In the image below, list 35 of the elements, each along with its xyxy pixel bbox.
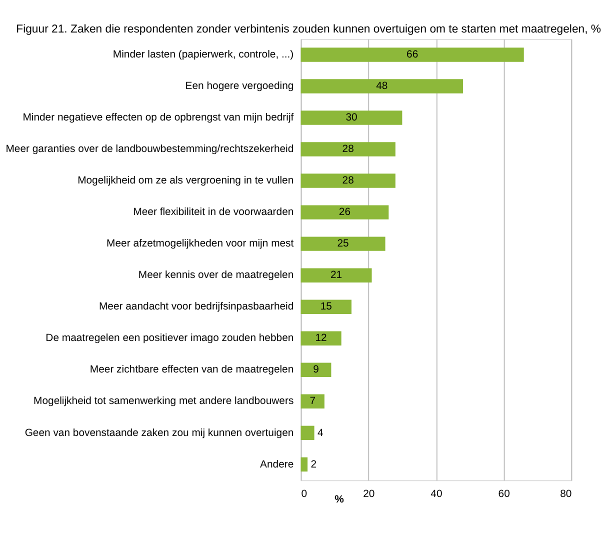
x-tick-label: 0 xyxy=(301,488,308,500)
data-label: 25 xyxy=(337,238,350,250)
x-axis-title: % xyxy=(334,494,344,506)
data-label: 12 xyxy=(315,333,328,344)
y-tick-label: Mogelijkheid tot samenwerking met andere landbouwers xyxy=(34,396,294,408)
data-label: 4 xyxy=(318,428,324,439)
y-tick-label: Meer afzetmogelijkheden voor mijn mest xyxy=(106,238,294,250)
data-label: 26 xyxy=(338,207,351,218)
y-tick-label: Andere xyxy=(260,459,294,470)
y-tick-label: Meer zichtbare effecten van de maatregelen xyxy=(90,364,294,376)
data-label: 28 xyxy=(342,176,354,187)
y-tick-label: Geen van bovenstaande zaken zou mij kunnen overtuigen xyxy=(24,428,294,439)
data-label: 15 xyxy=(320,302,332,313)
data-label: 28 xyxy=(342,144,354,156)
chart-title: Figuur 21. Zaken die respondenten zonder verbintenis zouden kunnen overtuigen om te starten met maatregelen, % xyxy=(16,23,602,36)
y-tick-label: Meer kennis over de maatregelen xyxy=(138,270,294,282)
data-label: 30 xyxy=(346,112,358,124)
data-label: 66 xyxy=(406,50,418,61)
data-label: 21 xyxy=(330,270,342,282)
x-tick-label: 80 xyxy=(560,488,572,500)
data-label: 48 xyxy=(376,81,388,92)
y-tick-label: De maatregelen een positiever imago zouden hebben xyxy=(46,333,294,344)
y-tick-label: Minder lasten (papierwerk, controle, ...) xyxy=(112,50,294,61)
y-tick-label: Meer flexibiliteit in de voorwaarden xyxy=(133,207,294,218)
y-tick-label: Mogelijkheid om ze als vergroening in te vullen xyxy=(78,176,294,187)
x-tick-label: 20 xyxy=(363,488,375,500)
data-label: 2 xyxy=(310,459,317,470)
y-tick-label: Een hogere vergoeding xyxy=(185,81,294,92)
y-tick-label: Meer aandacht voor bedrijfsinpasbaarheid xyxy=(98,302,294,313)
y-tick-label: Meer garanties over de landbouwbestemming/rechtszekerheid xyxy=(6,144,294,156)
data-label: 7 xyxy=(310,396,316,408)
data-label: 9 xyxy=(313,364,320,376)
x-tick-label: 40 xyxy=(430,488,442,500)
y-tick-label: Minder negatieve effecten op de opbrengst van mijn bedrijf xyxy=(22,112,294,124)
x-tick-label: 60 xyxy=(498,488,510,500)
